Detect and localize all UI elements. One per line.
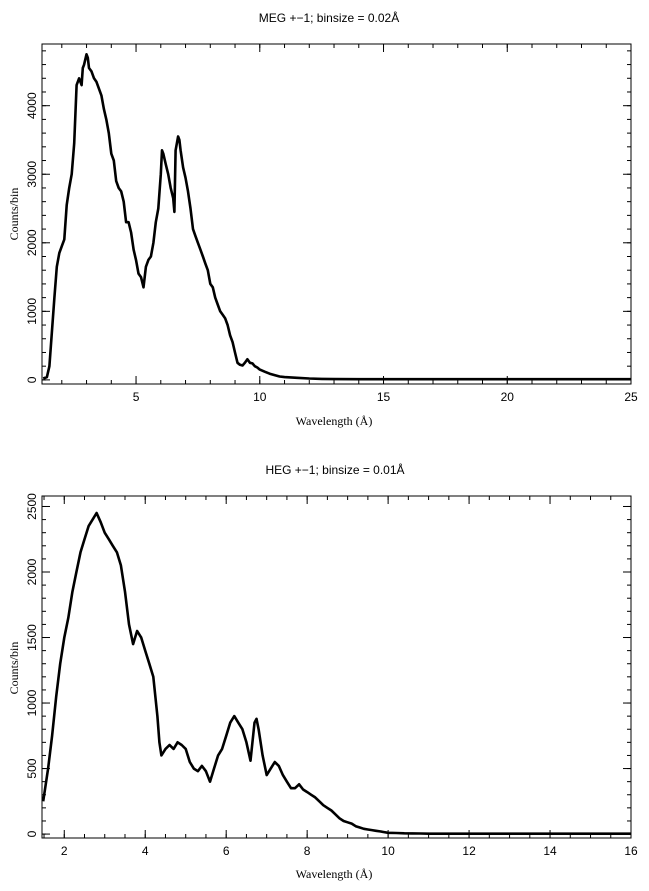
meg-spectrum-line	[42, 53, 631, 381]
heg-y-tick-label: 1000	[25, 689, 39, 716]
meg-y-axis-label: Counts/bin	[7, 188, 21, 241]
heg-x-tick-label: 14	[543, 844, 557, 858]
heg-x-tick-label: 4	[142, 844, 149, 858]
meg-x-tick-label: 15	[377, 390, 391, 404]
meg-tick-labels: 5 10 15 20 25 0 1000 2000 3000 4000	[25, 92, 638, 404]
heg-y-tick-label: 2000	[25, 558, 39, 585]
heg-tick-labels: 2 4 6 8 10 12 14 16 0 500 1000 1500 2000 2500	[25, 493, 638, 858]
meg-x-tick-label: 10	[253, 390, 267, 404]
meg-chart: MEG +−1; binsize = 0.02Å 5 10 15 20 25 0 1000 2…	[7, 10, 638, 428]
heg-spectrum-line	[41, 511, 631, 835]
heg-y-tick-label: 2500	[25, 493, 39, 520]
heg-ticks	[42, 496, 632, 838]
heg-y-axis-label: Counts/bin	[7, 642, 21, 695]
heg-x-tick-label: 10	[381, 844, 395, 858]
heg-x-axis-label: Wavelength (Å)	[296, 867, 373, 881]
heg-y-tick-label: 1500	[25, 624, 39, 651]
meg-y-tick-label: 1000	[25, 298, 39, 325]
meg-x-tick-label: 25	[624, 390, 638, 404]
meg-chart-title: MEG +−1; binsize = 0.02Å	[259, 10, 399, 25]
heg-x-tick-label: 8	[304, 844, 311, 858]
meg-x-axis-label: Wavelength (Å)	[296, 414, 373, 428]
heg-y-tick-label: 0	[25, 830, 39, 837]
meg-y-tick-label: 4000	[25, 92, 39, 119]
heg-chart: HEG +−1; binsize = 0.01Å 2 4 6 8 10 12 14 16 0 50…	[7, 462, 638, 881]
heg-x-tick-label: 2	[61, 844, 68, 858]
heg-x-tick-label: 16	[624, 844, 638, 858]
meg-x-tick-label: 20	[501, 390, 515, 404]
meg-ticks	[42, 44, 632, 384]
meg-y-tick-label: 3000	[25, 161, 39, 188]
heg-x-tick-label: 12	[462, 844, 476, 858]
meg-y-tick-label: 2000	[25, 229, 39, 256]
meg-y-tick-label: 0	[25, 376, 39, 383]
meg-plot-frame	[41, 43, 632, 385]
heg-x-tick-label: 6	[223, 844, 230, 858]
heg-plot-frame	[41, 495, 632, 839]
heg-y-tick-label: 500	[25, 758, 39, 778]
heg-chart-title: HEG +−1; binsize = 0.01Å	[265, 462, 404, 477]
meg-x-tick-label: 5	[133, 390, 140, 404]
